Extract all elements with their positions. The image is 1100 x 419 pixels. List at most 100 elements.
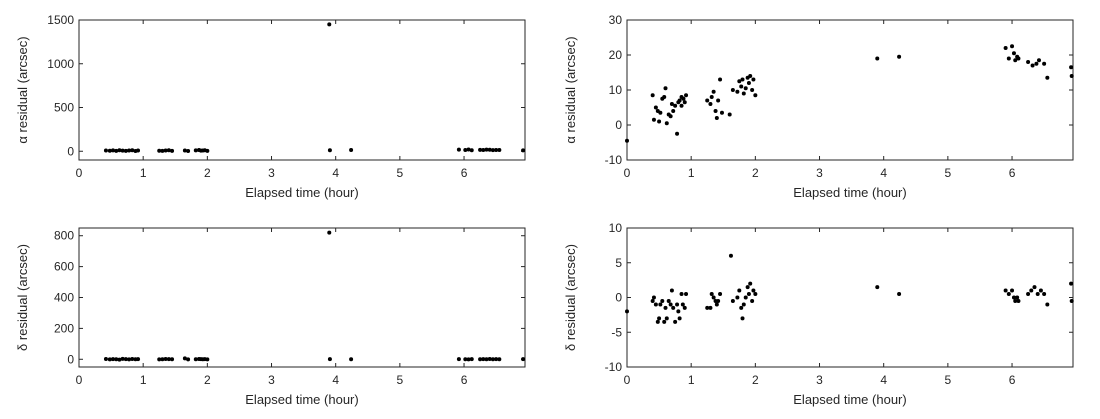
data-point bbox=[751, 77, 756, 82]
y-axis-label: α residual (arcsec) bbox=[563, 36, 578, 143]
data-point bbox=[487, 147, 492, 152]
x-tick-label: 0 bbox=[624, 373, 631, 387]
data-point bbox=[521, 357, 526, 362]
data-point bbox=[714, 116, 719, 120]
data-point bbox=[730, 88, 735, 92]
data-point bbox=[671, 109, 676, 113]
data-point bbox=[1032, 285, 1037, 290]
x-tick-label: 5 bbox=[397, 166, 404, 180]
data-point bbox=[466, 357, 471, 362]
data-point bbox=[751, 288, 756, 293]
y-tick-label: 0 bbox=[67, 352, 74, 366]
data-point bbox=[669, 102, 674, 106]
data-point bbox=[668, 114, 673, 119]
plot-frame bbox=[78, 19, 526, 161]
data-point bbox=[107, 357, 112, 362]
x-tick-label: 5 bbox=[945, 166, 952, 180]
data-point bbox=[675, 131, 680, 136]
data-point bbox=[739, 84, 744, 89]
data-point bbox=[655, 319, 660, 324]
data-point bbox=[737, 79, 742, 84]
data-point bbox=[127, 357, 132, 362]
data-point bbox=[671, 305, 676, 310]
data-point bbox=[114, 357, 119, 362]
data-point bbox=[481, 357, 486, 362]
data-point bbox=[327, 230, 332, 235]
data-point bbox=[1016, 56, 1021, 61]
data-point bbox=[740, 77, 745, 82]
data-point bbox=[463, 147, 468, 152]
data-point bbox=[708, 102, 713, 106]
data-point bbox=[327, 357, 332, 362]
y-axis-label: δ residual (arcsec) bbox=[563, 244, 578, 351]
data-point bbox=[117, 357, 122, 362]
x-tick-label: 5 bbox=[397, 373, 404, 387]
y-axis-label: α residual (arcsec) bbox=[15, 36, 30, 143]
data-point bbox=[673, 319, 678, 324]
data-point bbox=[1011, 51, 1016, 56]
data-point bbox=[681, 96, 686, 101]
data-point bbox=[743, 295, 748, 300]
data-point bbox=[1003, 46, 1008, 50]
data-point bbox=[673, 103, 678, 108]
x-tick-label: 6 bbox=[461, 166, 468, 180]
data-point bbox=[677, 98, 682, 103]
x-tick-label: 0 bbox=[76, 166, 83, 180]
data-point bbox=[157, 148, 162, 153]
data-point bbox=[463, 357, 468, 362]
data-point bbox=[1035, 292, 1040, 297]
data-point bbox=[327, 22, 332, 27]
data-point bbox=[653, 105, 658, 110]
data-point bbox=[186, 357, 191, 362]
data-point bbox=[117, 148, 122, 153]
y-tick-label: 20 bbox=[609, 48, 623, 62]
data-point bbox=[711, 295, 716, 300]
data-point bbox=[186, 148, 191, 153]
data-point bbox=[750, 88, 755, 92]
y-tick-label: 1000 bbox=[47, 57, 74, 71]
x-axis-label: Elapsed time (hour) bbox=[245, 185, 358, 200]
data-point bbox=[650, 298, 655, 303]
y-tick-label: -5 bbox=[611, 325, 622, 339]
data-point bbox=[163, 148, 168, 153]
data-point bbox=[680, 302, 685, 307]
data-point bbox=[664, 316, 669, 321]
data-point bbox=[684, 292, 689, 297]
data-point bbox=[478, 357, 483, 362]
data-point bbox=[1045, 302, 1050, 307]
scatter-panel-3: 0 1 2 3 4 5 6 0 200 400 600 800 Elapsed time (hour) δ… bbox=[15, 227, 526, 407]
data-point bbox=[663, 86, 668, 91]
x-tick-label: 1 bbox=[140, 373, 147, 387]
data-point bbox=[679, 292, 684, 297]
data-point bbox=[1016, 298, 1021, 303]
data-point bbox=[123, 148, 128, 153]
data-point bbox=[1006, 56, 1011, 61]
data-point bbox=[166, 357, 171, 362]
plot-frame bbox=[78, 227, 526, 368]
x-axis-label: Elapsed time (hour) bbox=[793, 392, 906, 407]
x-tick-label: 2 bbox=[204, 373, 211, 387]
data-point bbox=[130, 148, 135, 153]
y-tick-label: 30 bbox=[609, 13, 623, 27]
data-point bbox=[741, 302, 746, 307]
data-point bbox=[205, 148, 210, 153]
y-tick-label: -10 bbox=[605, 360, 623, 374]
data-point bbox=[709, 292, 714, 297]
data-point bbox=[130, 356, 135, 361]
data-point bbox=[625, 309, 629, 314]
data-point bbox=[1013, 298, 1018, 303]
data-point bbox=[349, 357, 354, 362]
data-point bbox=[684, 93, 689, 98]
data-point bbox=[651, 117, 656, 122]
data-point bbox=[1026, 292, 1031, 297]
x-tick-label: 1 bbox=[140, 166, 147, 180]
data-point bbox=[193, 148, 198, 153]
data-point bbox=[669, 288, 674, 293]
data-point bbox=[456, 357, 461, 362]
data-point bbox=[730, 298, 735, 303]
data-point bbox=[1045, 75, 1050, 80]
x-tick-label: 1 bbox=[688, 166, 695, 180]
data-point bbox=[111, 148, 116, 153]
data-point bbox=[114, 148, 119, 153]
